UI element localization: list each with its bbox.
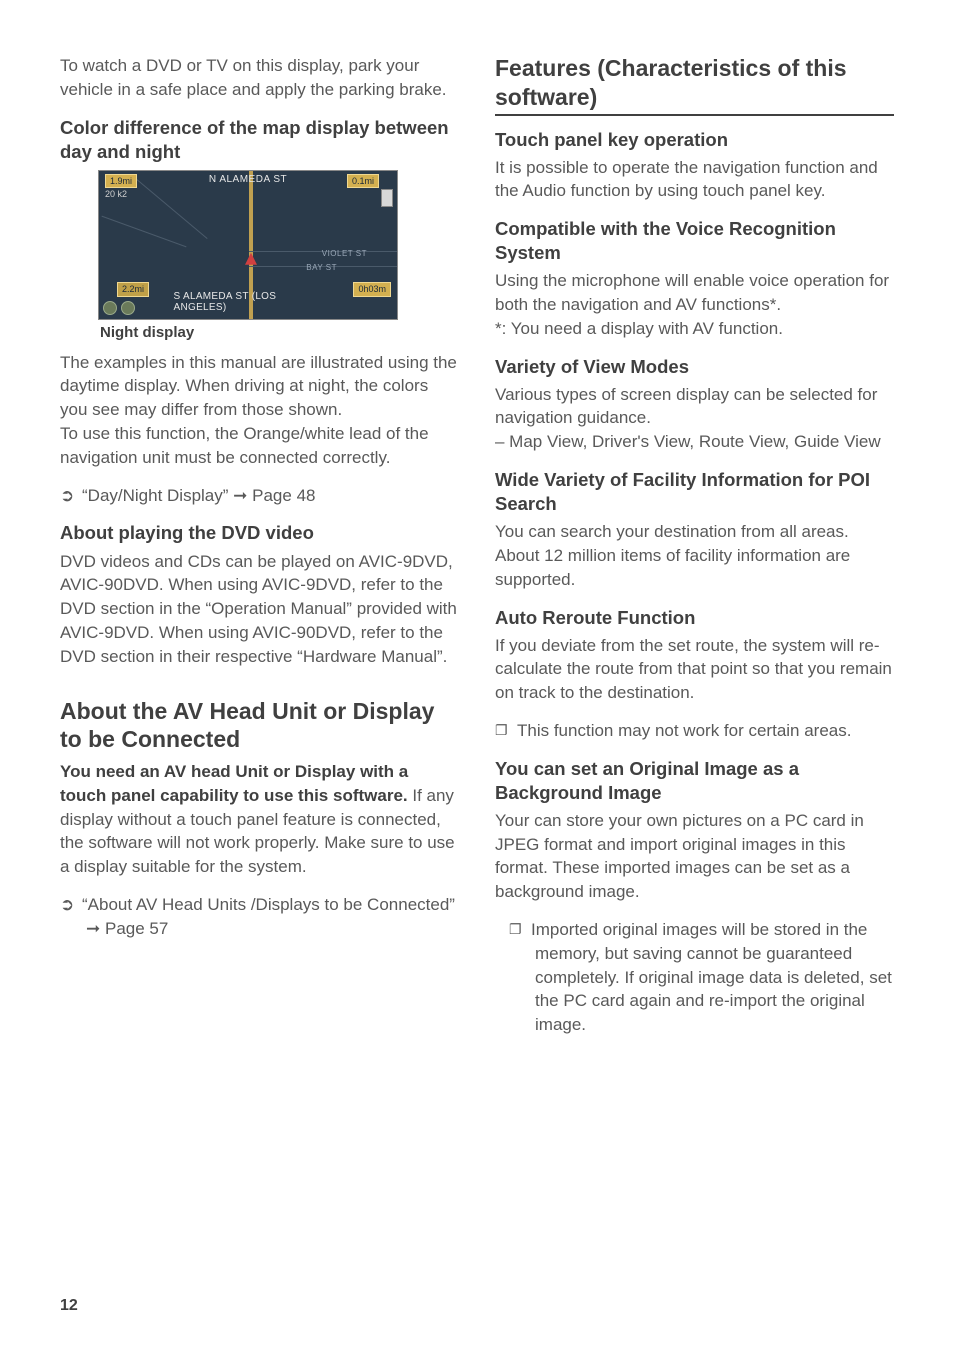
map-bottom-street: S ALAMEDA ST (LOS ANGELES) [174, 291, 323, 313]
intro-text: To watch a DVD or TV on this display, pa… [60, 54, 459, 102]
bg-note: ❐Imported original images will be stored… [495, 918, 894, 1037]
about-dvd-heading: About playing the DVD video [60, 521, 459, 545]
view-heading: Variety of View Modes [495, 355, 894, 379]
night-display-map: N ALAMEDA ST S ALAMEDA ST (LOS ANGELES) … [98, 170, 398, 320]
map-round-icon [121, 301, 135, 315]
ref-page: Page 57 [105, 919, 168, 938]
map-badge-distance-1: 1.9mi [105, 174, 137, 189]
ref-icon: ➲ [60, 484, 82, 508]
color-diff-heading: Color difference of the map display betw… [60, 116, 459, 164]
voice-heading: Compatible with the Voice Recognition Sy… [495, 217, 894, 265]
about-av-text: You need an AV head Unit or Display with… [60, 760, 459, 879]
touch-heading: Touch panel key operation [495, 128, 894, 152]
reroute-text: If you deviate from the set route, the s… [495, 634, 894, 705]
reroute-heading: Auto Reroute Function [495, 606, 894, 630]
left-column: To watch a DVD or TV on this display, pa… [60, 54, 459, 1051]
map-marker-icon [245, 253, 257, 265]
touch-text: It is possible to operate the navigation… [495, 156, 894, 204]
arrow-icon: ➞ [233, 486, 247, 505]
bg-text: Your can store your own pictures on a PC… [495, 809, 894, 904]
note-icon: ❐ [495, 721, 517, 741]
page-number: 12 [60, 1297, 78, 1315]
map-street-violet: VIOLET ST [322, 249, 367, 258]
about-av-heading: About the AV Head Unit or Display to be … [60, 697, 459, 755]
right-column: Features (Characteristics of this softwa… [495, 54, 894, 1051]
reroute-note: ❐This function may not work for certain … [495, 719, 894, 743]
map-bottom-icons [103, 301, 135, 315]
about-av-lead: You need an AV head Unit or Display with… [60, 762, 408, 805]
map-street-bay: BAY ST [306, 263, 337, 272]
map-side-box-icon [381, 189, 393, 207]
ref-icon: ➲ [60, 893, 82, 917]
bg-heading: You can set an Original Image as a Backg… [495, 757, 894, 805]
poi-heading: Wide Variety of Facility Information for… [495, 468, 894, 516]
voice-text: Using the microphone will enable voice o… [495, 269, 894, 340]
ref-av-head-units: ➲“About AV Head Units /Displays to be Co… [60, 893, 459, 941]
arrow-icon: ➞ [86, 919, 100, 938]
about-dvd-text: DVD videos and CDs can be played on AVIC… [60, 550, 459, 669]
view-text: Various types of screen display can be s… [495, 383, 894, 454]
note-text: Imported original images will be stored … [531, 920, 892, 1034]
ref-day-night: ➲“Day/Night Display” ➞ Page 48 [60, 484, 459, 508]
note-icon: ❐ [509, 920, 531, 940]
map-scale: 20 k2 [105, 189, 127, 199]
poi-text: You can search your destination from all… [495, 520, 894, 591]
map-caption: Night display [100, 324, 398, 341]
map-badge-time: 0h03m [353, 282, 391, 297]
map-top-street: N ALAMEDA ST [209, 174, 287, 185]
map-round-icon [103, 301, 117, 315]
ref-text: “About AV Head Units /Displays to be Con… [82, 895, 455, 914]
map-badge-distance-3: 2.2mi [117, 282, 149, 297]
features-heading: Features (Characteristics of this softwa… [495, 54, 894, 116]
note-text: This function may not work for certain a… [517, 721, 851, 740]
examples-text: The examples in this manual are illustra… [60, 351, 459, 470]
night-display-figure: N ALAMEDA ST S ALAMEDA ST (LOS ANGELES) … [98, 170, 398, 341]
ref-text: “Day/Night Display” [82, 486, 233, 505]
ref-page: Page 48 [252, 486, 315, 505]
map-badge-distance-2: 0.1mi [347, 174, 379, 189]
